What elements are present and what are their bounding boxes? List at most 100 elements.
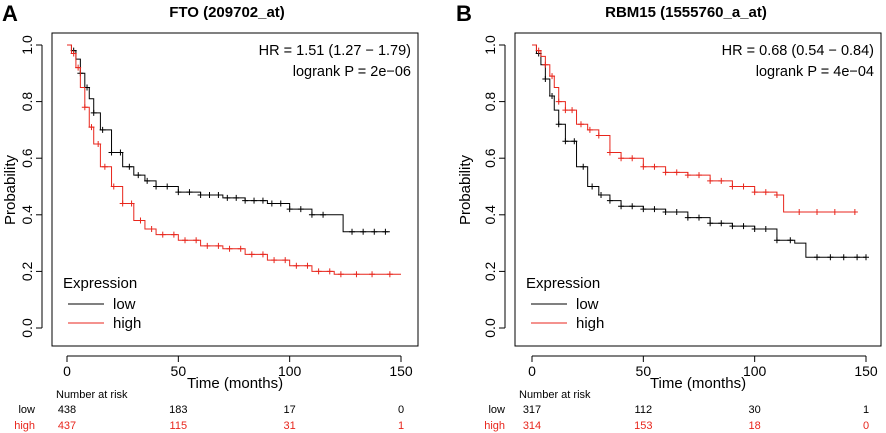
panel-a-low-censor-mark	[360, 228, 367, 235]
panel-a-low-censor-mark	[242, 197, 249, 204]
panel-b-low-censor-mark	[718, 220, 725, 227]
panel-a-low-censor-mark	[164, 183, 171, 190]
panel-a-high-censor-mark	[128, 200, 135, 207]
panel-b-high-censor-mark	[707, 177, 714, 184]
panel-b-high-censor-mark	[751, 189, 758, 196]
panel-b-ylabel: Probability	[457, 154, 474, 225]
panel-a-letter: A	[2, 1, 18, 26]
panel-a-low-survival-curve	[67, 44, 390, 233]
panel-a-ylabel: Probability	[2, 154, 19, 225]
panel-a-y-tick-label: 0.2	[19, 261, 35, 281]
panel-a-risk-high-count: 31	[284, 420, 296, 432]
panel-a-high-censor-mark	[70, 50, 77, 57]
panel-b-low-censor-mark	[629, 203, 636, 210]
panel-b-high-censor-mark	[684, 172, 691, 179]
panel-a-low-censor-mark	[297, 206, 304, 213]
panel-b-y-tick-label: 0.6	[482, 148, 498, 168]
panel-a-y-tick-label: 1.0	[19, 35, 35, 55]
panel-b-low-censor-mark	[751, 225, 758, 232]
panel-b-high-censor-mark	[618, 155, 625, 162]
panel-a-y-tick-label: 0.0	[19, 318, 35, 338]
panel-a-low-censor-mark	[277, 200, 284, 207]
panel-b-xlabel: Time (months)	[650, 375, 746, 392]
panel-a-risk-high-label: high	[14, 420, 35, 432]
panel-a-low-censor-mark	[215, 191, 222, 198]
panel-a-legend-high-label: high	[113, 315, 141, 332]
panel-a-low-censor-mark	[144, 177, 151, 184]
panel-b-high-censor-mark	[586, 126, 593, 133]
panel-a-high-censor-mark	[353, 271, 360, 278]
panel-a-high-censor-mark	[337, 271, 344, 278]
panel-a-low-censor-mark	[108, 149, 115, 156]
panel-a-legend-title: Expression	[63, 275, 137, 292]
panel-a-high-censor-mark	[248, 251, 255, 258]
panel-b-low-censor-mark	[562, 138, 569, 145]
panel-a-high-censor-mark	[88, 124, 95, 131]
panel-b-y-tick-label: 0.2	[482, 261, 498, 281]
panel-b-low-censor-mark	[640, 206, 647, 213]
panel-a-high-censor-mark	[182, 237, 189, 244]
panel-b-high-censor-mark	[629, 155, 636, 162]
panel-a-high-censor-mark	[386, 271, 393, 278]
panel-a-low-censor-mark	[286, 206, 293, 213]
panel-b-low-censor-mark	[589, 183, 596, 190]
panel-b-high-censor-mark	[718, 177, 725, 184]
panel-b-risk-high-count: 153	[634, 420, 652, 432]
panel-a-high-censor-mark	[226, 245, 233, 252]
panel-a-p-text: logrank P = 2e−06	[293, 64, 411, 80]
panel-a-plot-content: 0 50 100 150 0.0 0.2 0.4 0.6 0.8 1.0 438 183 17 0 437 1…	[19, 35, 413, 432]
panel-b-number-at-risk-label: Number at risk	[519, 389, 591, 401]
panel-a-high-censor-mark	[110, 183, 117, 190]
panel-b-high-censor-mark	[577, 121, 584, 128]
panel-b-low-censor-mark	[651, 206, 658, 213]
panel-b-low-censor-mark	[542, 75, 549, 82]
panel-a-low-censor-mark	[349, 228, 356, 235]
panel-a: A FTO (209702_at) Time (months) Probabil…	[2, 1, 419, 432]
panel-b-high-censor-mark	[673, 169, 680, 176]
panel-a-high-censor-mark	[137, 217, 144, 224]
panel-b-high-censor-mark	[651, 163, 658, 170]
panel-b-risk-high-count: 18	[749, 420, 761, 432]
panel-b-low-censor-mark	[762, 225, 769, 232]
panel-b-high-censor-mark	[606, 149, 613, 156]
panel-b-high-censor-mark	[555, 98, 562, 105]
panel-a-plot-frame	[51, 32, 419, 347]
panel-a-low-censor-mark	[90, 109, 97, 116]
panel-a-risk-high-count: 1	[398, 420, 404, 432]
panel-b-risk-low-count: 112	[635, 404, 653, 416]
panel-b-x-tick-label: 50	[636, 363, 652, 379]
panel-b-high-censor-mark	[549, 73, 556, 80]
panel-b-high-censor-mark	[729, 183, 736, 190]
panel-a-xlabel: Time (months)	[187, 375, 283, 392]
panel-b-risk-low-label: low	[488, 404, 505, 416]
panel-b-high-censor-mark	[562, 107, 569, 114]
panel-a-high-censor-mark	[237, 245, 244, 252]
panel-b-low-censor-mark	[580, 163, 587, 170]
panel-a-low-censor-mark	[175, 189, 182, 196]
panel-b-low-censor-mark	[606, 197, 613, 204]
panel-a-high-censor-mark	[369, 271, 376, 278]
panel-a-risk-high-count: 115	[170, 420, 188, 432]
panel-b-low-censor-mark	[673, 208, 680, 215]
panel-b-low-censor-mark	[598, 191, 605, 198]
panel-a-number-at-risk-label: Number at risk	[56, 389, 128, 401]
panel-a-low-censor-mark	[197, 191, 204, 198]
panel-a-risk-low-count: 17	[284, 404, 296, 416]
panel-a-low-censor-mark	[320, 211, 327, 218]
panel-b-plot-frame	[514, 32, 882, 347]
panel-a-risk-low-count: 0	[398, 404, 404, 416]
panel-a-high-censor-mark	[259, 251, 266, 258]
panel-b-risk-high-label: high	[484, 420, 505, 432]
panel-a-y-tick-label: 0.6	[19, 148, 35, 168]
panel-a-high-censor-mark	[193, 237, 200, 244]
panel-b-low-censor-mark	[571, 138, 578, 145]
panel-b-low-censor-mark	[696, 214, 702, 221]
panel-b-low-censor-mark	[549, 92, 556, 99]
panel-a-risk-low-count: 438	[58, 404, 76, 416]
panel-b-low-censor-mark	[814, 254, 821, 261]
panel-b-high-censor-mark	[542, 61, 549, 68]
panel-b-p-text: logrank P = 4e−04	[756, 64, 874, 80]
panel-a-high-censor-mark	[215, 242, 222, 249]
panel-a-x-tick-label: 50	[171, 363, 187, 379]
panel-b-y-tick-label: 0.4	[482, 205, 498, 225]
